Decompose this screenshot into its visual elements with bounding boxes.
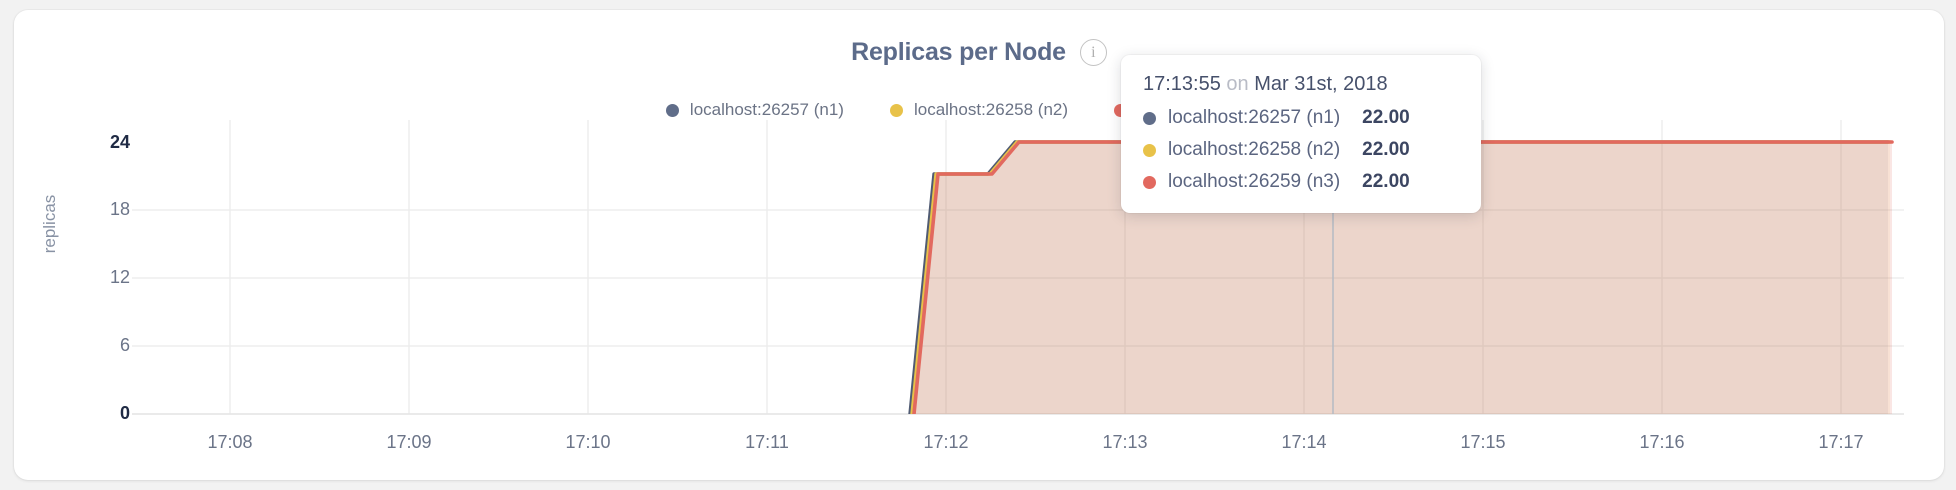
legend-label-n2: localhost:26258 (n2) xyxy=(913,100,1069,119)
tooltip-value-n1: 22.00 xyxy=(1362,107,1410,128)
tooltip-color-dot-n2 xyxy=(1143,143,1156,157)
tooltip-color-dot-n1 xyxy=(1143,111,1156,125)
y-tick-6: 6 xyxy=(119,335,130,355)
replicas-per-node-card: replicas 24 18 12 6 0 17:08 17:09 17:10 … xyxy=(14,10,1944,480)
tooltip-timestamp: 17:13:55 on Mar 31st, 2018 xyxy=(1143,73,1459,96)
tooltip-color-dot-n3 xyxy=(1143,175,1156,189)
x-tick-6: 17:14 xyxy=(1281,432,1327,452)
tooltip-time: 17:13:55 xyxy=(1143,73,1221,95)
legend-item-n1[interactable]: localhost:26257 (n1) xyxy=(665,100,844,120)
chart-legend: localhost:26257 (n1) localhost:26258 (n2… xyxy=(14,100,1944,120)
chart-tooltip: 17:13:55 on Mar 31st, 2018 localhost:262… xyxy=(1121,55,1481,213)
x-tick-5: 17:13 xyxy=(1102,432,1148,452)
chart-header: Replicas per Node i xyxy=(14,38,1944,67)
legend-item-n2[interactable]: localhost:26258 (n2) xyxy=(889,100,1069,120)
x-tick-2: 17:10 xyxy=(565,432,611,452)
vertical-gridlines xyxy=(229,120,1842,414)
horizontal-gridlines xyxy=(132,209,1904,347)
legend-color-dot-n2 xyxy=(889,103,903,117)
tooltip-value-n2: 22.00 xyxy=(1362,139,1410,160)
legend-label-n1: localhost:26257 (n1) xyxy=(689,100,844,119)
tooltip-label-n3: localhost:26259 (n3) xyxy=(1168,171,1341,192)
x-tick-1: 17:09 xyxy=(386,432,432,452)
tooltip-row-n3: localhost:26259 (n3) 22.00 xyxy=(1143,171,1459,193)
legend-color-dot-n1 xyxy=(665,103,679,117)
y-tick-18: 18 xyxy=(109,199,130,219)
tooltip-row-n1: localhost:26257 (n1) 22.00 xyxy=(1143,107,1459,129)
tooltip-label-n2: localhost:26258 (n2) xyxy=(1168,139,1341,160)
tooltip-date: Mar 31st, 2018 xyxy=(1254,73,1388,95)
y-tick-24: 24 xyxy=(109,132,130,152)
x-tick-7: 17:15 xyxy=(1460,432,1506,452)
x-tick-0: 17:08 xyxy=(207,432,253,452)
tooltip-value-n3: 22.00 xyxy=(1362,171,1410,192)
x-tick-8: 17:16 xyxy=(1639,432,1685,452)
x-tick-4: 17:12 xyxy=(923,432,969,452)
page-title: Replicas per Node xyxy=(851,38,1066,66)
info-icon[interactable]: i xyxy=(1079,39,1107,66)
y-tick-0: 0 xyxy=(119,403,130,423)
x-tick-3: 17:11 xyxy=(745,432,789,452)
chart-plot-area[interactable]: replicas 24 18 12 6 0 17:08 17:09 17:10 … xyxy=(14,10,1944,480)
chart-svg xyxy=(132,120,1904,415)
y-tick-12: 12 xyxy=(109,267,130,287)
tooltip-row-n2: localhost:26258 (n2) 22.00 xyxy=(1143,139,1459,161)
tooltip-on-word: on xyxy=(1226,73,1249,95)
tooltip-label-n1: localhost:26257 (n1) xyxy=(1168,107,1341,128)
x-tick-9: 17:17 xyxy=(1818,432,1864,452)
